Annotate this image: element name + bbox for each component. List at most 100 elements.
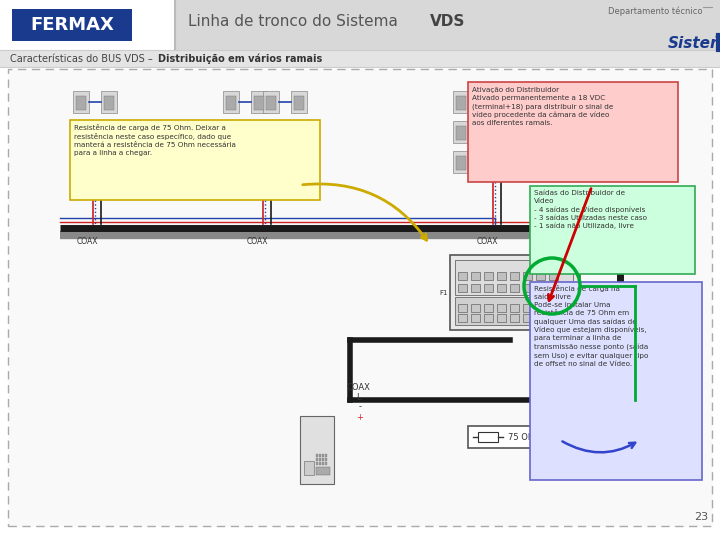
Bar — [493, 151, 509, 173]
Bar — [523, 272, 532, 280]
Bar — [76, 96, 86, 110]
Text: L: L — [265, 169, 269, 178]
Bar — [510, 272, 519, 280]
Bar — [458, 304, 467, 312]
Bar — [496, 156, 506, 170]
Bar — [471, 284, 480, 292]
Bar — [549, 284, 558, 292]
Text: Resistência de carga na
saída livre
Pode-se instalar Uma
resistência de 75 Ohm e: Resistência de carga na saída livre Pode… — [534, 285, 649, 367]
Bar — [536, 272, 545, 280]
Bar — [497, 272, 506, 280]
Text: COAX: COAX — [77, 237, 99, 246]
Text: L: L — [495, 169, 499, 178]
Text: FERMAX: FERMAX — [30, 16, 114, 34]
Bar — [254, 96, 264, 110]
Bar — [12, 9, 132, 41]
Bar — [291, 121, 307, 143]
Bar — [251, 91, 267, 113]
Bar — [468, 426, 540, 448]
Text: Características do BUS VDS –: Características do BUS VDS – — [10, 54, 156, 64]
Text: Saídas do Distribuidor de
Vídeo
- 4 saídas de Vídeo disponíveis
- 3 saídas Utili: Saídas do Distribuidor de Vídeo - 4 saíd… — [534, 190, 647, 230]
Bar — [304, 461, 314, 475]
Bar — [8, 69, 712, 526]
Bar — [455, 297, 573, 325]
Bar — [73, 91, 89, 113]
Bar — [453, 151, 469, 173]
Bar — [300, 416, 334, 484]
Bar — [0, 0, 720, 50]
Bar — [478, 432, 498, 442]
Bar — [263, 151, 279, 173]
Bar — [319, 458, 321, 461]
Bar — [521, 121, 537, 143]
Bar — [471, 304, 480, 312]
Bar — [484, 156, 494, 170]
Text: +: + — [86, 169, 92, 178]
Bar — [493, 121, 509, 143]
Text: Ramal 2: Ramal 2 — [255, 167, 293, 176]
Bar — [325, 454, 327, 457]
Bar — [73, 151, 89, 173]
Bar — [223, 151, 239, 173]
Bar — [294, 156, 304, 170]
Bar — [456, 126, 466, 140]
Bar — [325, 458, 327, 461]
Bar — [497, 304, 506, 312]
Bar — [251, 121, 267, 143]
Bar — [70, 120, 320, 200]
Bar — [497, 314, 506, 322]
Bar — [319, 454, 321, 457]
Bar — [0, 0, 175, 50]
Bar — [294, 126, 304, 140]
Text: Departamento técnico: Departamento técnico — [608, 6, 703, 16]
Bar — [251, 151, 267, 173]
Bar — [481, 151, 497, 173]
Text: -: - — [359, 402, 361, 411]
Text: 75 Ohm: 75 Ohm — [508, 433, 541, 442]
Bar — [471, 272, 480, 280]
Bar — [484, 304, 493, 312]
Bar — [104, 156, 114, 170]
Bar — [481, 121, 497, 143]
Bar — [455, 260, 573, 295]
Bar — [291, 151, 307, 173]
Bar — [450, 255, 580, 330]
Bar — [523, 314, 532, 322]
Text: VDS: VDS — [430, 15, 465, 30]
Bar — [524, 156, 534, 170]
Bar — [510, 304, 519, 312]
Bar — [497, 284, 506, 292]
Bar — [101, 91, 117, 113]
Bar — [484, 96, 494, 110]
Text: VDS: VDS — [710, 36, 720, 51]
Bar — [316, 467, 330, 475]
Bar — [523, 284, 532, 292]
Text: COAX: COAX — [247, 237, 269, 246]
Bar — [496, 126, 506, 140]
Bar — [549, 304, 558, 312]
Bar — [510, 314, 519, 322]
Bar — [73, 121, 89, 143]
Bar — [266, 126, 276, 140]
Bar — [484, 284, 493, 292]
Bar — [453, 121, 469, 143]
Bar — [254, 156, 264, 170]
Bar — [325, 462, 327, 465]
Text: Ramal 1: Ramal 1 — [85, 167, 123, 176]
Bar — [536, 304, 545, 312]
Bar — [294, 96, 304, 110]
Bar — [226, 156, 236, 170]
Bar — [493, 91, 509, 113]
Bar — [481, 91, 497, 113]
Bar — [484, 272, 493, 280]
Bar — [316, 454, 318, 457]
Bar — [76, 156, 86, 170]
Bar — [484, 314, 493, 322]
Bar — [263, 91, 279, 113]
Bar — [523, 304, 532, 312]
Text: Linha de tronco do Sistema: Linha de tronco do Sistema — [188, 15, 402, 30]
Bar — [536, 284, 545, 292]
Text: Ramal 3: Ramal 3 — [485, 167, 523, 176]
Text: Resistência de carga de 75 Ohm. Deixar a
resistência neste caso específico, dado: Resistência de carga de 75 Ohm. Deixar a… — [74, 124, 236, 157]
Bar — [319, 462, 321, 465]
